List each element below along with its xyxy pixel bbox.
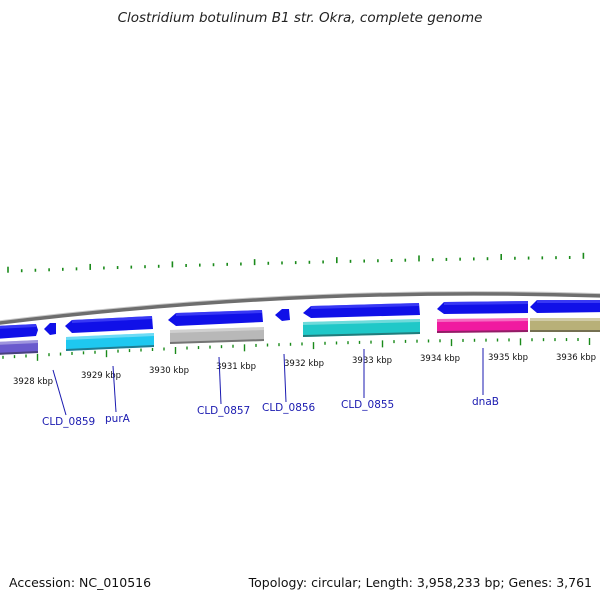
scale-label: 3929 kbp bbox=[81, 371, 121, 381]
cog-bars bbox=[0, 318, 600, 355]
backbone-arc-highlight bbox=[0, 291, 600, 322]
accession-text: Accession: NC_010516 bbox=[9, 575, 152, 590]
inner-ticks bbox=[2, 338, 591, 361]
gene-arrow-cld0856 bbox=[275, 309, 290, 321]
gene-label-dnab: dnaB bbox=[472, 396, 499, 408]
map-title: Clostridium botulinum B1 str. Okra, comp… bbox=[117, 10, 483, 26]
gene-arrow-next bbox=[530, 300, 600, 313]
cog-bar-1 bbox=[66, 333, 154, 351]
genome-summary-text: Topology: circular; Length: 3,958,233 bp… bbox=[248, 575, 592, 590]
cog-bar-4 bbox=[437, 318, 528, 333]
cog-bar-2 bbox=[170, 327, 264, 344]
gene-label-pura: purA bbox=[105, 413, 131, 425]
scale-label: 3935 kbp bbox=[488, 353, 528, 363]
backbone-arc bbox=[0, 291, 600, 325]
cog-bar-3 bbox=[303, 319, 420, 337]
scale-label: 3936 kbp bbox=[556, 353, 596, 363]
gene-label-cld0857: CLD_0857 bbox=[197, 405, 250, 417]
gene-label-cld0855: CLD_0855 bbox=[341, 399, 394, 411]
scale-label: 3933 kbp bbox=[352, 356, 392, 366]
cog-bar-5 bbox=[530, 318, 600, 332]
scale-label: 3934 kbp bbox=[420, 354, 460, 364]
gene-label-cld0859: CLD_0859 bbox=[42, 416, 95, 428]
scale-label: 3932 kbp bbox=[284, 359, 324, 369]
gene-label-cld0856: CLD_0856 bbox=[262, 402, 316, 414]
gene-arrow-cld0859 bbox=[44, 323, 56, 335]
cog-bar-0 bbox=[0, 340, 38, 355]
scale-labels: 3928 kbp 3929 kbp 3930 kbp 3931 kbp 3932… bbox=[13, 353, 596, 387]
gc-content-ticks bbox=[7, 252, 585, 273]
scale-label: 3928 kbp bbox=[13, 377, 53, 387]
gene-labels: CLD_0859 purA CLD_0857 CLD_0856 CLD_0855… bbox=[42, 396, 499, 428]
scale-label: 3931 kbp bbox=[216, 362, 256, 372]
gene-label-leaders bbox=[52, 348, 484, 416]
scale-label: 3930 kbp bbox=[149, 366, 189, 376]
